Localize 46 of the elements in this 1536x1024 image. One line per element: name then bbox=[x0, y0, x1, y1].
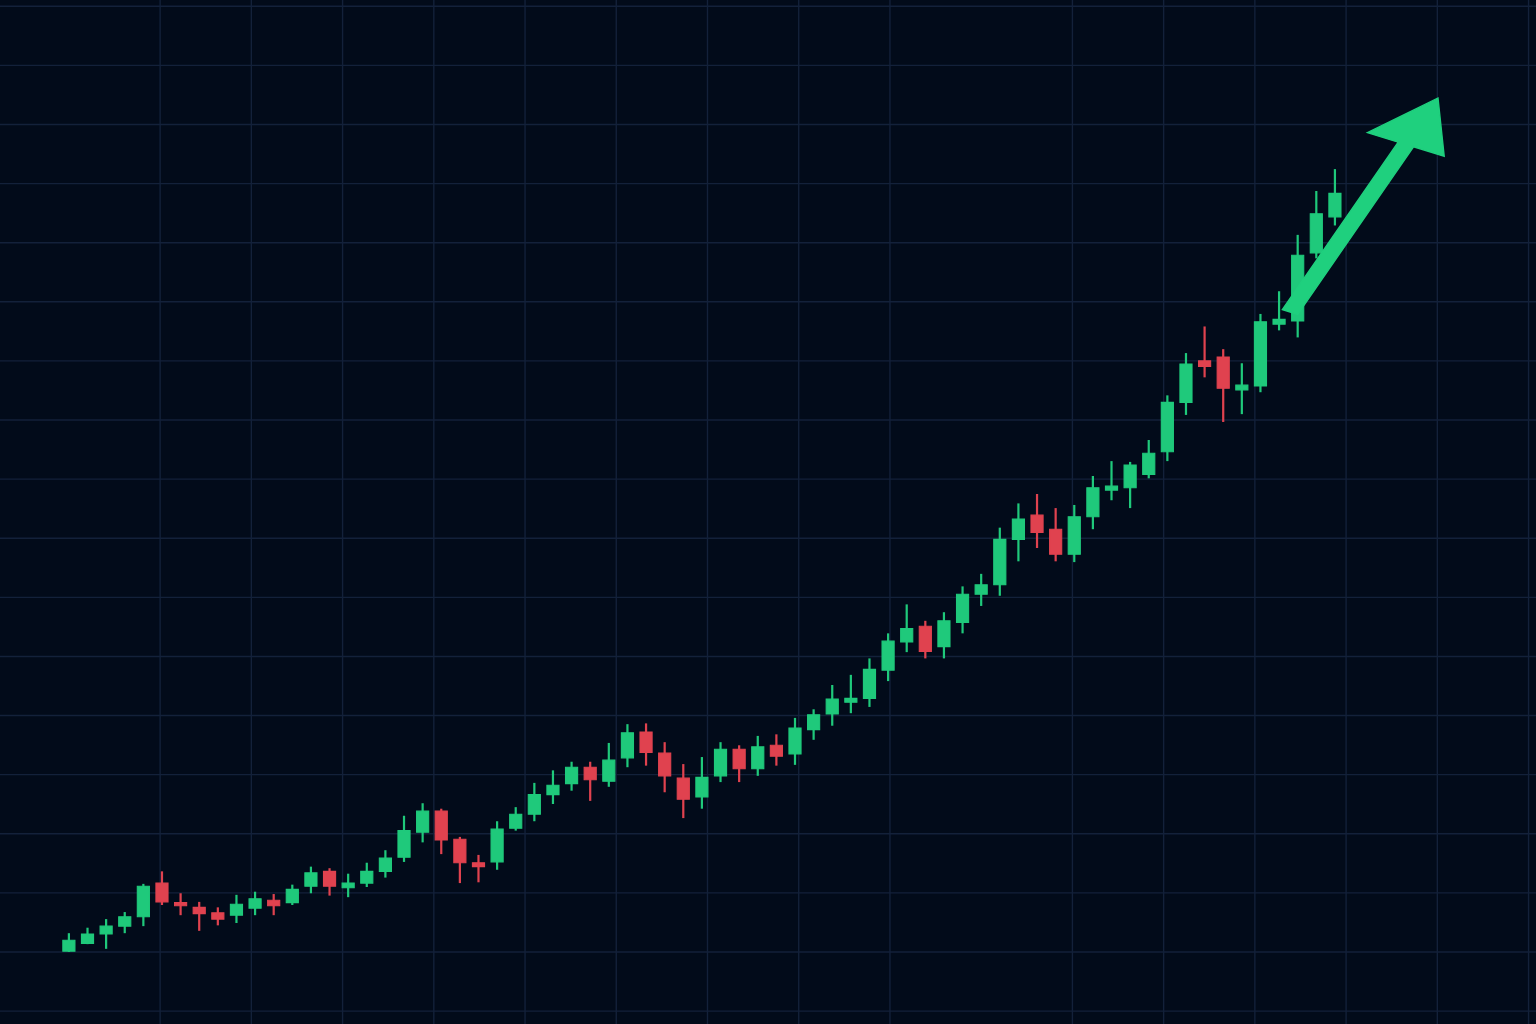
candlestick bbox=[807, 708, 821, 741]
candlestick bbox=[732, 744, 746, 784]
candlestick bbox=[1104, 460, 1119, 502]
candlestick bbox=[527, 781, 541, 823]
candlestick bbox=[471, 853, 486, 884]
candlestick bbox=[1235, 362, 1249, 416]
candlestick bbox=[583, 760, 597, 802]
candlestick bbox=[99, 917, 113, 950]
candlestick bbox=[118, 910, 132, 935]
candlestick bbox=[285, 883, 299, 907]
candlestick bbox=[248, 890, 262, 917]
candlestick bbox=[322, 867, 337, 897]
candlestick bbox=[900, 603, 914, 654]
candlestick bbox=[751, 734, 765, 777]
candlestick bbox=[1197, 325, 1212, 379]
candlestick bbox=[211, 906, 225, 927]
candlestick bbox=[304, 865, 318, 895]
candlestick bbox=[844, 673, 858, 715]
candlestick bbox=[1011, 502, 1026, 563]
candlestick bbox=[229, 893, 244, 925]
candlestick bbox=[1328, 167, 1342, 227]
candlestick bbox=[155, 870, 169, 907]
candlestick bbox=[676, 762, 690, 820]
candlestick bbox=[658, 741, 672, 794]
candlestick bbox=[546, 769, 560, 806]
candlestick bbox=[1030, 492, 1044, 550]
candlestick bbox=[360, 861, 374, 889]
candlestick bbox=[695, 755, 709, 810]
candlestick bbox=[173, 892, 188, 917]
candlestick bbox=[769, 733, 783, 767]
candlestick bbox=[974, 572, 988, 608]
candlestick bbox=[602, 741, 616, 788]
candlestick bbox=[1142, 438, 1156, 480]
candlestick bbox=[825, 683, 839, 727]
candlestick bbox=[378, 849, 393, 879]
candlestick bbox=[1272, 290, 1286, 332]
candlestick bbox=[453, 835, 467, 885]
candlestick bbox=[341, 872, 355, 899]
candlestick bbox=[564, 760, 579, 792]
candlestick bbox=[416, 802, 430, 844]
candlestick bbox=[509, 806, 523, 832]
candlestick bbox=[62, 932, 76, 954]
candlestick bbox=[267, 892, 281, 917]
candlestick bbox=[192, 900, 206, 932]
candlestick bbox=[1123, 460, 1137, 510]
candlestick bbox=[639, 722, 653, 767]
